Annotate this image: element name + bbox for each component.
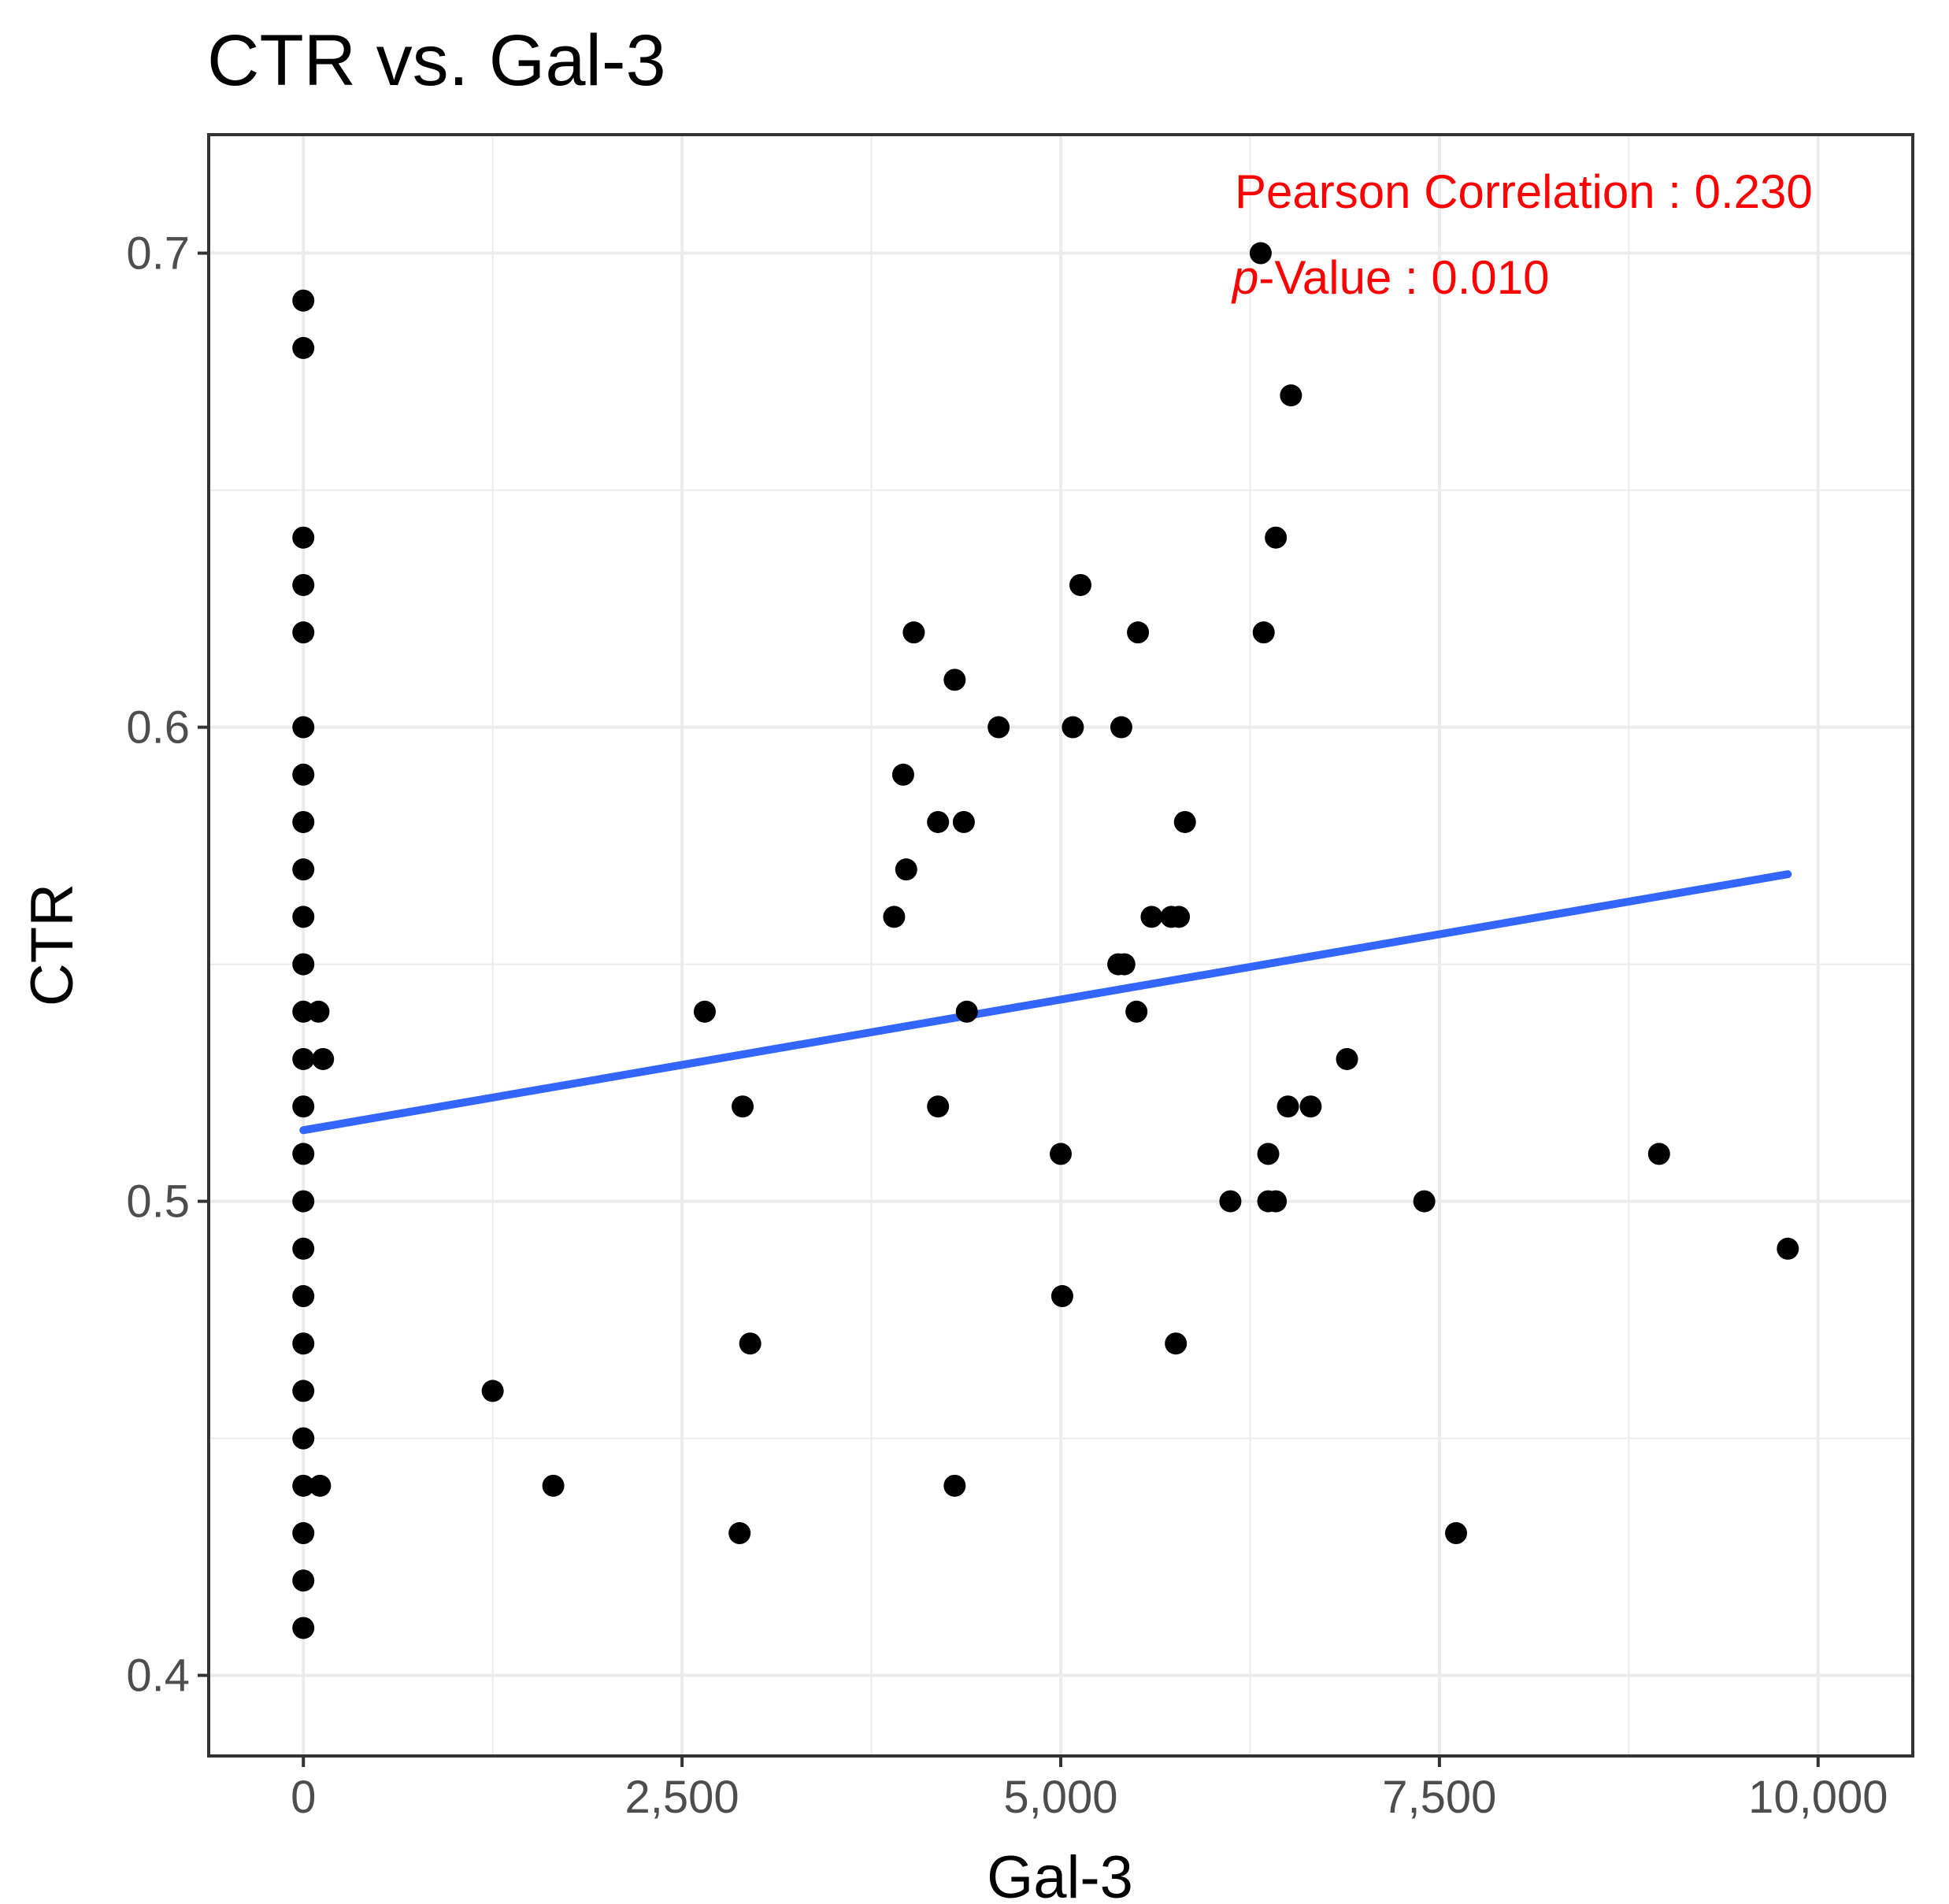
chart-title: CTR vs. Gal-3 <box>207 20 666 101</box>
x-tick-label: 10,000 <box>1748 1772 1888 1823</box>
p-value-text: -Value : 0.010 <box>1258 251 1549 304</box>
data-point <box>292 858 315 881</box>
p-value-label: p-Value : 0.010 <box>1231 251 1550 304</box>
data-point <box>1110 716 1132 739</box>
data-point <box>1276 1095 1299 1118</box>
data-point <box>895 858 917 881</box>
data-point <box>292 1237 315 1260</box>
data-point <box>292 1427 315 1450</box>
data-point <box>292 1190 315 1213</box>
data-point <box>292 1047 315 1070</box>
data-point <box>1413 1190 1436 1213</box>
p-value-prefix: p <box>1231 251 1258 304</box>
data-point <box>1336 1047 1358 1070</box>
data-point <box>292 1095 315 1118</box>
data-point <box>1647 1143 1670 1165</box>
x-tick-label: 7,500 <box>1382 1772 1496 1823</box>
data-point <box>292 763 315 786</box>
data-point <box>1125 1000 1148 1023</box>
data-point <box>292 289 315 312</box>
data-point <box>1062 716 1084 739</box>
data-point <box>1445 1522 1468 1545</box>
data-points <box>292 242 1799 1639</box>
data-point <box>1050 1285 1073 1308</box>
data-point <box>292 1617 315 1639</box>
data-point <box>292 621 315 644</box>
data-point <box>292 953 315 976</box>
data-point <box>292 1474 315 1497</box>
pearson-correlation-label: Pearson Correlation : 0.230 <box>1235 165 1813 218</box>
data-point <box>927 1095 950 1118</box>
data-point <box>1168 906 1191 928</box>
data-point <box>728 1522 751 1545</box>
data-point <box>1140 906 1163 928</box>
data-point <box>1265 526 1288 549</box>
data-point <box>902 621 925 644</box>
x-tick-label: 2,500 <box>625 1772 739 1823</box>
regression-line-layer <box>299 870 1792 1135</box>
data-point <box>1249 242 1272 265</box>
data-point <box>1050 1143 1072 1165</box>
data-point <box>739 1332 761 1355</box>
data-point <box>292 1285 315 1308</box>
data-point <box>292 573 315 596</box>
data-point <box>693 1000 716 1023</box>
y-axis-title: CTR <box>19 883 86 1006</box>
data-point <box>309 1474 332 1497</box>
x-tick-label: 5,000 <box>1003 1772 1117 1823</box>
data-point <box>1069 573 1092 596</box>
data-point <box>292 336 315 359</box>
x-tick-label: 0 <box>291 1772 316 1823</box>
data-point <box>1280 384 1302 407</box>
data-point <box>952 810 975 833</box>
data-point <box>1777 1237 1799 1260</box>
data-point <box>481 1380 504 1402</box>
data-point <box>1252 621 1275 644</box>
y-tick-label: 0.7 <box>126 228 190 280</box>
data-point <box>883 906 906 928</box>
data-point <box>1265 1190 1288 1213</box>
data-point <box>955 1000 978 1023</box>
data-point <box>943 1474 966 1497</box>
data-point <box>292 906 315 928</box>
data-point <box>943 669 966 691</box>
data-point <box>1165 1332 1188 1355</box>
data-point <box>1219 1190 1242 1213</box>
data-point <box>292 1143 315 1165</box>
data-point <box>292 1522 315 1545</box>
axis-ticks: 0 2,500 5,000 7,500 10,000 0.4 0.5 0.6 0.7 <box>126 228 1888 1823</box>
data-point <box>292 716 315 739</box>
y-tick-label: 0.6 <box>126 702 190 754</box>
data-point <box>1299 1095 1322 1118</box>
data-point <box>307 1000 330 1023</box>
data-point <box>292 810 315 833</box>
data-point <box>542 1474 565 1497</box>
x-axis-title: Gal-3 <box>987 1844 1133 1904</box>
data-point <box>292 1380 315 1402</box>
data-point <box>292 526 315 549</box>
data-point <box>927 810 950 833</box>
grid-lines <box>209 135 1913 1756</box>
y-tick-label: 0.5 <box>126 1176 190 1228</box>
data-point <box>732 1095 754 1118</box>
data-point <box>891 763 914 786</box>
data-point <box>1127 621 1150 644</box>
data-point <box>312 1047 335 1070</box>
data-point <box>292 1332 315 1355</box>
regression-line <box>299 870 1792 1135</box>
data-point <box>292 1569 315 1592</box>
data-point <box>987 716 1010 739</box>
data-point <box>1173 810 1196 833</box>
data-point <box>1257 1143 1280 1165</box>
data-point <box>1113 953 1136 976</box>
y-tick-label: 0.4 <box>126 1650 190 1702</box>
data-point <box>292 1000 315 1023</box>
